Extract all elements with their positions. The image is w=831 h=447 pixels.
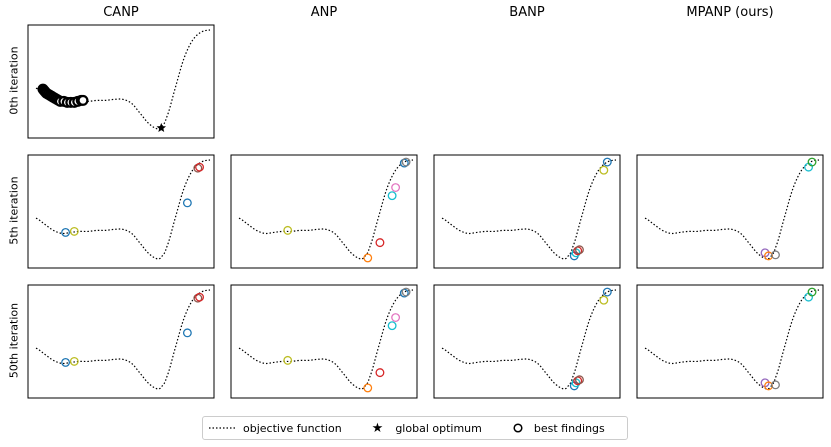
legend-findings-label: best findings [533,421,605,435]
finding-point [401,287,411,297]
finding-point [807,157,817,167]
panel-r1-c0 [27,154,215,269]
legend-objective-label: objective function [243,421,342,435]
finding-point [602,157,612,167]
objective-curve [35,159,211,260]
finding-point [182,198,192,208]
panel-r1-c3 [636,154,824,269]
finding-point [69,356,79,366]
finding-point [575,375,584,385]
panel-frame [636,154,824,269]
legend-objective: objective function [209,422,342,435]
finding-point [195,162,205,172]
circle-icon [513,423,523,433]
finding-point [602,287,612,297]
panel-frame [230,284,418,399]
star-icon: ★ [371,420,384,436]
finding-point [283,355,293,365]
legend-objective-line [209,427,235,429]
finding-point [387,321,397,331]
panel-r1-c2 [433,154,621,269]
finding-point [193,163,203,173]
panel-r2-c1 [230,284,418,399]
legend-optimum-label: global optimum [395,421,482,435]
finding-point [61,357,71,367]
panel-r1-c1 [230,154,418,269]
column-title-banp: BANP [509,5,545,20]
finding-point [182,328,192,338]
objective-curve [441,159,617,260]
finding-point [391,183,401,192]
panel-frame [27,154,215,269]
legend-findings: best findings [512,422,605,435]
panel-frame [433,284,621,399]
finding-point [77,94,89,106]
finding-point [61,227,71,237]
objective-curve [644,289,820,390]
finding-point [771,250,780,260]
finding-point [69,226,79,236]
finding-point [573,376,583,386]
column-title-mpanp: MPANP (ours) [686,5,774,20]
objective-curve [35,289,211,390]
finding-point [387,191,397,201]
finding-point [399,288,409,298]
panel-frame [636,284,824,399]
finding-point [363,253,373,263]
finding-point [283,225,293,235]
panel-frame [433,154,621,269]
finding-point [573,246,583,256]
panel-frame [27,284,215,399]
objective-curve [238,159,414,260]
panel-r2-c0 [27,284,215,399]
objective-curve [441,289,617,390]
legend: objective function ★ global optimum best… [202,416,628,440]
finding-point [771,380,780,390]
panel-frame [230,154,418,269]
column-title-canp: CANP [103,5,139,20]
finding-point [391,313,401,322]
legend-optimum: ★ global optimum [372,421,482,436]
objective-curve [35,29,211,130]
finding-point [807,287,817,297]
objective-curve [644,159,820,260]
panel-r0-c0 [27,24,215,139]
finding-point [195,292,205,302]
column-title-anp: ANP [310,5,338,20]
finding-point [599,165,609,175]
finding-point [375,238,385,248]
finding-point [375,368,385,378]
finding-point [575,245,584,255]
global-optimum-star [156,122,167,132]
panel-r2-c3 [636,284,824,399]
finding-point [399,158,409,168]
finding-point [599,295,609,305]
objective-curve [238,289,414,390]
finding-point [193,293,203,303]
finding-point [401,157,411,167]
panel-frame [27,24,215,139]
finding-point [363,383,373,393]
panel-r2-c2 [433,284,621,399]
